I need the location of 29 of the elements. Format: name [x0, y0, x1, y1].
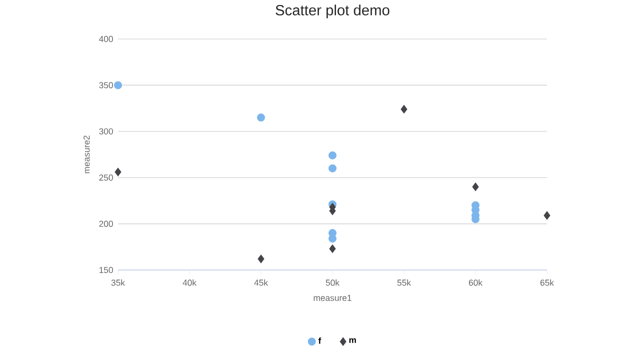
legend-label: f	[318, 337, 322, 344]
y-tick-label: 250	[99, 174, 113, 181]
point	[329, 244, 336, 254]
x-tick-label: 45k	[254, 279, 268, 286]
y-tick-label: 350	[99, 82, 113, 88]
point	[328, 164, 337, 172]
point	[544, 211, 550, 220]
x-tick-label: 40k	[182, 279, 196, 286]
point	[114, 81, 122, 90]
x-tick-label: 50k	[326, 279, 340, 286]
x-tick-label: 35k	[111, 279, 126, 286]
point	[400, 104, 408, 114]
point	[258, 254, 264, 264]
y-tick-label: 400	[99, 36, 113, 42]
chart-title: Scatter plot demo	[276, 4, 390, 18]
x-tick-label: 60k	[468, 279, 482, 286]
point	[114, 168, 122, 176]
y-tick-label: 200	[99, 220, 113, 227]
y-tick-label: 300	[99, 128, 113, 134]
legend-label: m	[349, 338, 356, 343]
point	[472, 182, 479, 192]
x-axis-title: measure1	[314, 294, 352, 301]
x-tick-label: 65k	[540, 279, 554, 286]
x-tick-label: 55k	[397, 279, 411, 286]
y-axis-title: measure2	[84, 136, 90, 174]
point	[257, 114, 266, 122]
point	[328, 151, 337, 160]
point	[328, 234, 337, 243]
y-tick-label: 150	[100, 266, 113, 274]
